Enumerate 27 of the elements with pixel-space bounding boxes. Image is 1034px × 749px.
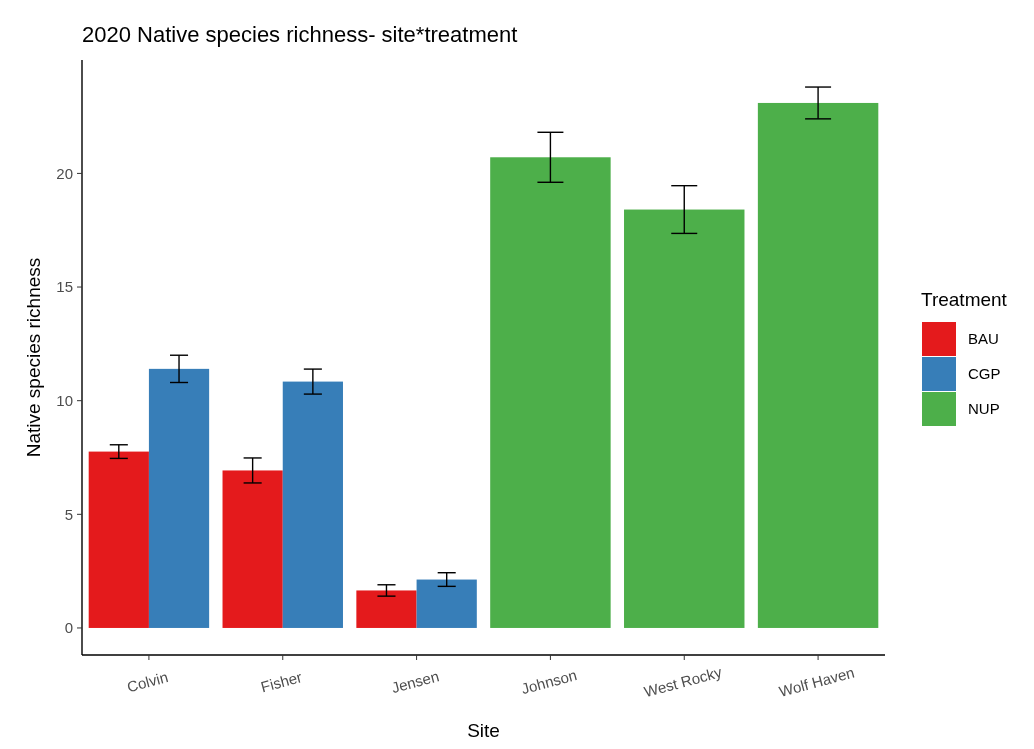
legend-label: NUP xyxy=(968,400,1000,418)
bar xyxy=(222,470,283,628)
x-tick-label: Wolf Haven xyxy=(777,663,857,700)
bar xyxy=(624,209,745,628)
x-axis-title: Site xyxy=(467,720,500,741)
x-tick-label: Johnson xyxy=(519,666,579,698)
x-tick-label: Jensen xyxy=(389,667,441,697)
legend-title: Treatment xyxy=(921,289,1008,310)
legend-label: BAU xyxy=(968,330,999,348)
x-tick-label: Colvin xyxy=(125,668,170,696)
x-tick-label: West Rocky xyxy=(642,663,725,701)
y-axis-title: Native species richness xyxy=(23,257,44,458)
bar xyxy=(490,157,611,628)
legend-label: CGP xyxy=(968,365,1001,383)
y-tick-label: 0 xyxy=(64,619,73,637)
bar xyxy=(757,102,879,628)
bar xyxy=(416,579,477,628)
bar xyxy=(282,381,343,628)
bar xyxy=(356,590,417,628)
chart-title: 2020 Native species richness- site*treatment xyxy=(82,22,518,47)
y-tick-label: 10 xyxy=(56,391,73,409)
bar xyxy=(148,368,210,628)
y-tick-label: 20 xyxy=(56,164,73,182)
y-tick-label: 15 xyxy=(56,278,73,296)
bar xyxy=(88,451,149,628)
y-tick-label: 5 xyxy=(64,505,73,523)
x-tick-label: Fisher xyxy=(258,668,304,696)
